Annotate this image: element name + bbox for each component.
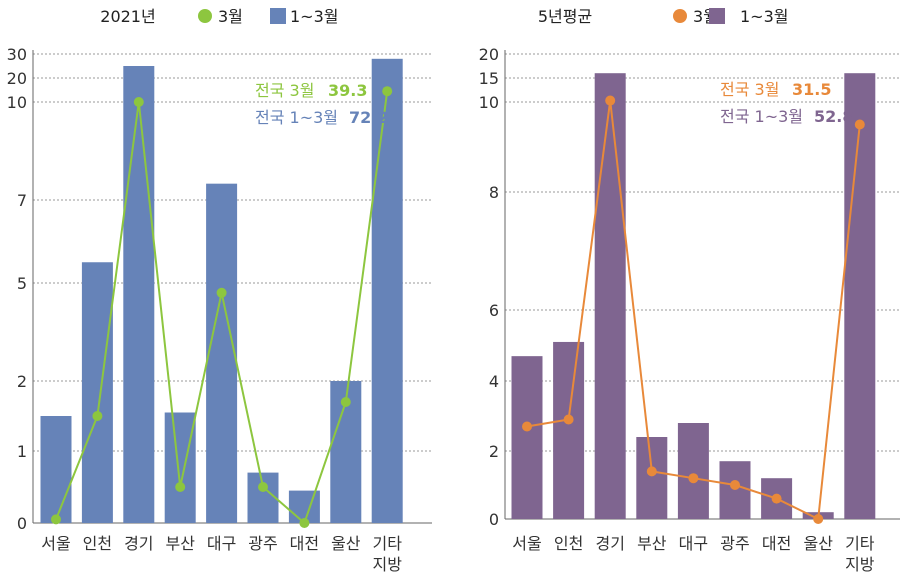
point-7	[771, 493, 782, 504]
point-5	[688, 473, 699, 484]
x-tick-label: 지방	[372, 555, 402, 574]
x-tick-label: 울산	[331, 534, 361, 553]
point-2	[563, 414, 574, 425]
point-7	[299, 518, 310, 528]
bar-3	[594, 73, 626, 519]
point-3	[133, 97, 144, 107]
x-tick-label: 울산	[803, 534, 833, 553]
legend-marker-circle	[198, 9, 212, 23]
x-tick-label: 경기	[595, 534, 624, 553]
y-tick-label: 8	[489, 183, 499, 202]
bar-6	[247, 472, 279, 523]
y-tick-label: 1	[17, 442, 27, 461]
annotation-value: 52.8	[814, 107, 853, 126]
bar-6	[719, 461, 751, 519]
x-tick-label: 대전	[762, 534, 791, 553]
point-1	[522, 421, 532, 432]
x-tick-label: 부산	[165, 534, 195, 553]
y-tick-label: 5	[17, 274, 27, 293]
bar-1	[511, 356, 543, 519]
bar-9	[844, 73, 876, 519]
x-tick-label: 기타	[372, 534, 402, 553]
legend-title: 2021년	[100, 7, 155, 26]
point-2	[92, 411, 103, 421]
point-8	[340, 397, 351, 407]
x-tick-label: 인천	[83, 534, 112, 553]
point-8	[813, 514, 824, 524]
point-4	[646, 466, 657, 477]
annotation-value: 31.5	[792, 80, 831, 99]
y-tick-label: 15	[479, 69, 499, 88]
x-tick-label: 경기	[124, 534, 153, 553]
point-3	[605, 95, 616, 106]
y-tick-label: 4	[489, 372, 499, 391]
x-tick-label: 대구	[679, 534, 708, 553]
x-tick-label: 대구	[207, 534, 236, 553]
annotation-label: 전국 1~3월	[255, 108, 338, 127]
x-tick-label: 서울	[41, 534, 70, 553]
point-5	[216, 287, 227, 298]
x-tick-label: 인천	[554, 534, 583, 553]
x-tick-label: 부산	[637, 534, 667, 553]
bar-1	[40, 416, 72, 523]
y-tick-label: 20	[7, 69, 27, 88]
annotation-label: 전국 3월	[720, 80, 779, 99]
bar-2	[81, 262, 113, 523]
point-4	[175, 482, 186, 492]
legend-title: 5년평균	[538, 7, 592, 26]
legend-label: 3월	[218, 7, 243, 26]
annotation-label: 전국 3월	[255, 81, 314, 100]
legend-label: 1~3월	[740, 7, 789, 26]
annotation-value: 72.2	[349, 108, 388, 127]
point-9	[382, 86, 393, 97]
bar-2	[553, 341, 585, 519]
bar-4	[636, 437, 668, 519]
legend-label: 1~3월	[290, 7, 339, 26]
y-tick-label: 30	[7, 45, 27, 64]
y-tick-label: 0	[17, 514, 27, 533]
point-6	[730, 480, 740, 490]
legend-marker-circle	[673, 9, 687, 23]
bar-9	[371, 58, 403, 524]
x-tick-label: 기타	[845, 534, 875, 553]
x-tick-label: 광주	[720, 534, 749, 553]
bar-3	[123, 66, 155, 523]
annotation-value: 39.3	[328, 81, 367, 100]
y-tick-label: 2	[17, 372, 27, 391]
y-tick-label: 6	[489, 301, 499, 320]
y-tick-label: 20	[479, 45, 499, 64]
bar-5	[206, 183, 238, 523]
y-tick-label: 2	[489, 442, 499, 461]
legend-marker-square	[709, 8, 725, 24]
point-6	[258, 482, 268, 492]
x-tick-label: 대전	[290, 534, 319, 553]
y-tick-label: 0	[489, 510, 499, 529]
point-9	[854, 119, 865, 130]
point-1	[51, 514, 61, 525]
bar-4	[164, 412, 196, 523]
legend-marker-square	[270, 8, 286, 24]
y-tick-label: 10	[7, 93, 27, 112]
x-tick-label: 지방	[845, 555, 875, 574]
annotation-label: 전국 1~3월	[720, 107, 803, 126]
y-tick-label: 7	[17, 191, 27, 210]
bar-7	[288, 490, 320, 523]
x-tick-label: 광주	[248, 534, 277, 553]
x-tick-label: 서울	[512, 534, 541, 553]
y-tick-label: 10	[479, 93, 499, 112]
bar-5	[677, 423, 709, 519]
